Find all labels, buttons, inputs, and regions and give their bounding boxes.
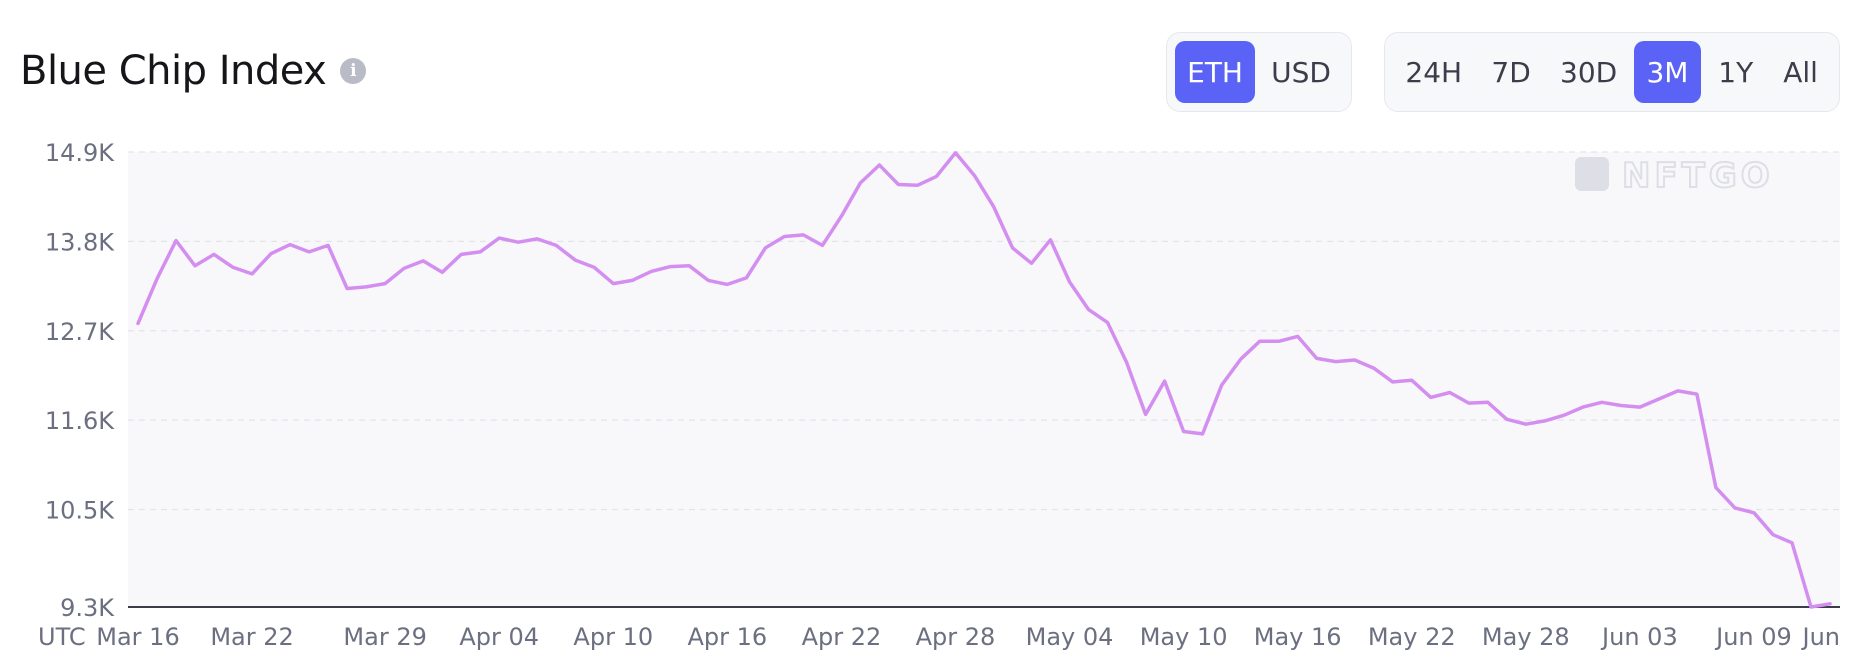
- range-option-1y[interactable]: 1Y: [1718, 55, 1754, 89]
- x-tick-label: May 04: [1026, 623, 1114, 651]
- x-tick-label: Mar 22: [210, 623, 293, 651]
- x-tick-label: May 16: [1254, 623, 1342, 651]
- timezone-label: UTC: [38, 623, 86, 651]
- watermark-text: NFTGO: [1622, 156, 1774, 196]
- range-option-30d[interactable]: 30D: [1560, 55, 1618, 89]
- x-tick-label: Apr 22: [802, 623, 882, 651]
- x-tick-label: Apr 28: [916, 623, 996, 651]
- page-title: Blue Chip Index: [20, 48, 327, 94]
- nftgo-watermark: NFTGO: [1575, 155, 1774, 197]
- x-tick-label: Mar 29: [343, 623, 426, 651]
- time-range-toggle: 24H 7D 30D 3M 1Y All: [1384, 32, 1840, 112]
- y-tick-label: 14.9K: [45, 139, 115, 167]
- series-line: [136, 151, 1832, 609]
- currency-option-eth[interactable]: ETH: [1175, 41, 1256, 103]
- y-tick-label: 10.5K: [45, 497, 115, 525]
- x-tick-label: Jun 09: [1714, 623, 1792, 651]
- currency-toggle: ETH USD: [1166, 32, 1352, 112]
- range-option-3m[interactable]: 3M: [1633, 41, 1702, 103]
- range-option-24h[interactable]: 24H: [1405, 55, 1463, 89]
- x-tick-label: Apr 16: [688, 623, 768, 651]
- y-tick-label: 13.8K: [45, 228, 115, 256]
- x-tick-label: May 22: [1368, 623, 1456, 651]
- plot-area: [128, 152, 1840, 607]
- y-tick-label: 9.3K: [60, 594, 115, 622]
- title-row: Blue Chip Index i: [20, 48, 367, 94]
- info-icon[interactable]: i: [340, 58, 367, 84]
- x-tick-label: Jun: [1801, 623, 1841, 651]
- range-option-all[interactable]: All: [1783, 55, 1818, 89]
- x-tick-label: Mar 16: [96, 623, 179, 651]
- y-tick-label: 11.6K: [45, 407, 115, 435]
- x-tick-label: May 10: [1140, 623, 1228, 651]
- x-tick-label: Jun 03: [1600, 623, 1678, 651]
- currency-option-usd[interactable]: USD: [1271, 55, 1331, 89]
- range-option-7d[interactable]: 7D: [1491, 55, 1531, 89]
- x-tick-label: Apr 10: [573, 623, 653, 651]
- y-tick-label: 12.7K: [45, 318, 115, 346]
- x-tick-label: May 28: [1482, 623, 1570, 651]
- nftgo-logo-icon: [1575, 157, 1609, 191]
- x-tick-label: Apr 04: [459, 623, 539, 651]
